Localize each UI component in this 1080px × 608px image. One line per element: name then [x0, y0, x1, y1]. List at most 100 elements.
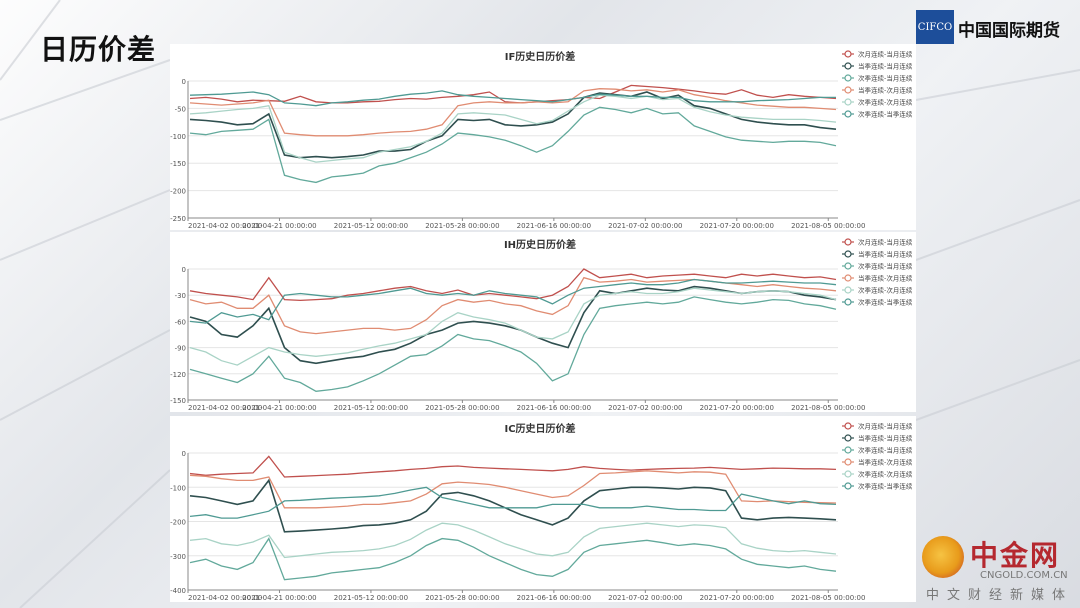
legend-swatch-marker [844, 482, 852, 490]
legend-swatch-marker [844, 98, 852, 106]
legend-swatch-marker [844, 50, 852, 58]
legend-swatch-marker [844, 470, 852, 478]
chart-panel-ic: IC历史日历价差 0 -100 -200 -300 -400 2021-04-02 00:0… [170, 416, 916, 602]
x-tick-label: 2021-05-12 00:00:00 [334, 222, 408, 230]
y-tick-label: -300 [170, 553, 186, 561]
x-tick-label: 2021-06-16 00:00:00 [517, 404, 591, 412]
x-tick-label: 2021-05-28 00:00:00 [425, 594, 499, 602]
page-title: 日历价差 [40, 33, 157, 66]
series-line [189, 455, 837, 478]
legend-swatch-marker [844, 298, 852, 306]
x-tick-label: 2021-05-12 00:00:00 [334, 404, 408, 412]
legend-label: 次季连续-当季连续 [858, 298, 913, 307]
y-tick-label: -120 [170, 371, 186, 379]
series-line [189, 268, 837, 302]
legend-swatch-marker [844, 110, 852, 118]
legend-swatch-marker [844, 250, 852, 258]
legend-swatch-marker [844, 62, 852, 70]
legend-label: 次季连续-当月连续 [858, 262, 913, 271]
legend-swatch-marker [844, 74, 852, 82]
legend-label: 当季连续-次月连续 [858, 458, 913, 467]
x-tick-label: 2021-04-02 00:00:00 [188, 222, 262, 230]
legend-swatch-marker [844, 274, 852, 282]
x-tick-label: 2021-06-16 00:00:00 [517, 222, 591, 230]
chart-panel-ih: IH历史日历价差 0 -30 -60 -90 -120 -150 2021-04-02 00:… [170, 232, 916, 412]
series-line [189, 486, 837, 519]
x-tick-label: 2021-05-28 00:00:00 [425, 404, 499, 412]
legend-label: 次季连续-当季连续 [858, 110, 913, 119]
legend-label: 次季连续-当季连续 [858, 482, 913, 491]
legend-label: 次季连续-次月连续 [858, 286, 913, 295]
legend-label: 次季连续-次月连续 [858, 470, 913, 479]
series-line [189, 276, 837, 335]
y-tick-label: -100 [170, 484, 186, 492]
series-line [189, 88, 837, 137]
legend-label: 当季连续-当月连续 [858, 250, 913, 259]
y-tick-label: -50 [175, 105, 186, 113]
x-tick-label: 2021-05-28 00:00:00 [425, 222, 499, 230]
legend-label: 当季连续-当月连续 [858, 434, 913, 443]
legend-label: 次季连续-当月连续 [858, 446, 913, 455]
y-tick-label: 0 [182, 450, 186, 458]
y-tick-label: -200 [170, 519, 186, 527]
cngold-logo-icon [922, 536, 964, 578]
logo-name: 中国国际期货 [958, 21, 1060, 41]
y-tick-label: -200 [170, 188, 186, 196]
series-line [189, 537, 837, 581]
chart-title: IC历史日历价差 [504, 422, 575, 435]
chart-title: IH历史日历价差 [504, 238, 576, 251]
legend-swatch-marker [844, 422, 852, 430]
x-tick-label: 2021-08-05 00:00:00 [791, 594, 865, 602]
y-tick-label: -150 [170, 397, 186, 405]
x-tick-label: 2021-04-21 00:00:00 [242, 594, 316, 602]
x-tick-label: 2021-07-02 00:00:00 [608, 404, 682, 412]
x-tick-label: 2021-07-02 00:00:00 [608, 594, 682, 602]
legend-label: 次季连续-次月连续 [858, 98, 913, 107]
legend-label: 次季连续-当月连续 [858, 74, 913, 83]
x-tick-label: 2021-04-02 00:00:00 [188, 594, 262, 602]
x-tick-label: 2021-08-05 00:00:00 [791, 404, 865, 412]
x-tick-label: 2021-04-21 00:00:00 [242, 404, 316, 412]
legend-label: 当季连续-次月连续 [858, 274, 913, 283]
legend-swatch-marker [844, 446, 852, 454]
legend-label: 当季连续-当月连续 [858, 62, 913, 71]
series-line [189, 470, 837, 509]
y-tick-label: -60 [175, 318, 186, 326]
watermark-main: 中金网 [970, 539, 1061, 572]
y-tick-label: -30 [175, 292, 186, 300]
chart-panel-if: IF历史日历价差 0 -50 -100 -150 -200 -250 2021-04-02 0… [170, 44, 916, 230]
y-tick-label: -90 [175, 345, 186, 353]
x-tick-label: 2021-08-05 00:00:00 [791, 222, 865, 230]
x-tick-label: 2021-07-20 00:00:00 [700, 222, 774, 230]
series-line [189, 296, 837, 392]
series-line [189, 287, 837, 366]
series-line [189, 522, 837, 559]
x-tick-label: 2021-05-12 00:00:00 [334, 594, 408, 602]
legend-swatch-marker [844, 238, 852, 246]
x-tick-label: 2021-07-20 00:00:00 [700, 594, 774, 602]
series-line [189, 278, 837, 324]
logo-mark: CIFCO [916, 10, 954, 44]
legend-swatch-marker [844, 458, 852, 466]
legend-swatch-marker [844, 434, 852, 442]
y-tick-label: -250 [170, 215, 186, 223]
series-line [189, 94, 837, 163]
series-line [189, 106, 837, 184]
legend-label: 次月连续-当月连续 [858, 238, 913, 247]
y-tick-label: -100 [170, 133, 186, 141]
y-tick-label: -150 [170, 160, 186, 168]
legend-swatch-marker [844, 262, 852, 270]
series-line [189, 90, 836, 107]
legend-swatch-marker [844, 286, 852, 294]
series-line [189, 84, 837, 104]
cngold-watermark: 中金网 CNGOLD.COM.CN 中文财经新媒体 [922, 532, 1072, 606]
legend-label: 次月连续-当月连续 [858, 50, 913, 59]
y-tick-label: -400 [170, 587, 186, 595]
legend-label: 次月连续-当月连续 [858, 422, 913, 431]
watermark-domain: CNGOLD.COM.CN [980, 570, 1068, 581]
cifco-logo: CIFCO 中国国际期货 [916, 10, 1076, 46]
